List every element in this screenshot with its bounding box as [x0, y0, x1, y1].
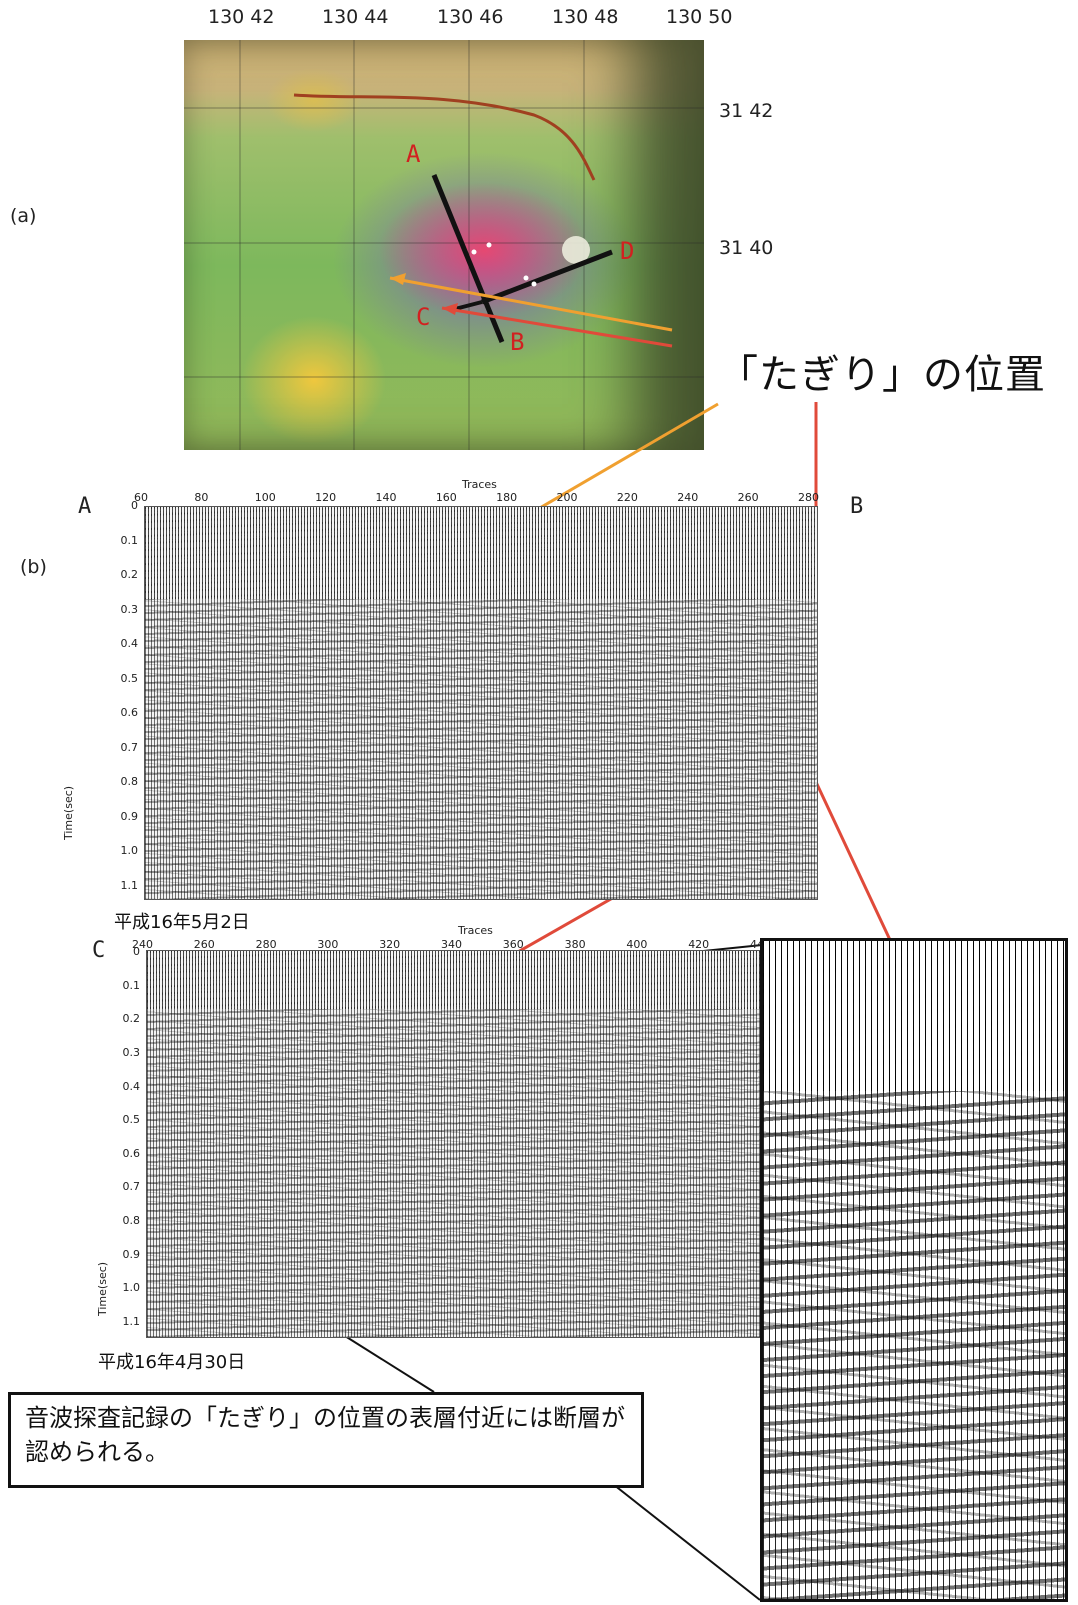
section2-y-tick-4: 0.4 — [122, 1079, 141, 1093]
section2-x-tick-1: 260 — [193, 938, 215, 951]
section1-end-letter: B — [850, 494, 864, 519]
point-label-d: D — [620, 237, 635, 265]
section2-x-tick-7: 380 — [564, 938, 586, 951]
section1-y-tick-3: 0.3 — [120, 602, 139, 616]
section1-x-tick-7: 200 — [556, 491, 578, 504]
section1-x-tick-0: 60 — [134, 491, 148, 504]
point-label-c: C — [416, 303, 431, 331]
red-arrow-line — [441, 306, 673, 348]
section2-y-tick-11: 1.1 — [122, 1315, 141, 1328]
section1-y-tick-9: 0.9 — [120, 809, 139, 823]
section1-y-tick-8: 0.8 — [120, 775, 139, 789]
section1-x-tick-4: 140 — [375, 491, 397, 504]
section2-x-title: Traces — [458, 924, 493, 937]
section1-y-tick-1: 0.1 — [120, 533, 139, 547]
section1-x-tick-6: 180 — [496, 491, 518, 504]
section1-x-title: Traces — [462, 478, 497, 491]
section2-y-tick-10: 1.0 — [122, 1281, 141, 1295]
map-overlay — [184, 40, 704, 450]
zoomed-inset — [760, 938, 1068, 1602]
section1-y-tick-5: 0.5 — [120, 671, 139, 685]
tagiri-location-label: 「たぎり」の位置 — [718, 352, 1046, 398]
section2-date: 平成16年4月30日 — [98, 1352, 246, 1373]
fault-note: 音波探査記録の「たぎり」の位置の表層付近には断層が認められる。 — [8, 1392, 644, 1488]
section1-y-tick-0: 0 — [131, 499, 138, 512]
section1-x-tick-2: 100 — [254, 491, 276, 504]
orange-arrow-head — [390, 273, 406, 285]
section1-y-tick-2: 0.2 — [120, 568, 139, 582]
section1-date: 平成16年5月2日 — [114, 912, 250, 933]
zoom-water-column — [763, 941, 1065, 1091]
section2-y-title: Time(sec) — [96, 1261, 109, 1316]
section2-water-column — [147, 951, 761, 1009]
section2-x-tick-3: 300 — [317, 938, 339, 951]
section2-y-tick-6: 0.6 — [122, 1146, 141, 1160]
lon-label-4: 130 48 — [552, 6, 619, 28]
lon-label-2: 130 44 — [322, 6, 389, 28]
section2-x-tick-8: 400 — [626, 938, 648, 951]
panel-label-a: (a) — [10, 205, 37, 227]
section2-y-tick-1: 0.1 — [122, 978, 141, 992]
section1-y-tick-10: 1.0 — [120, 844, 139, 858]
section2-x-tick-9: 420 — [688, 938, 710, 951]
section2-start-letter: C — [92, 938, 106, 963]
lon-label-5: 130 50 — [666, 6, 733, 28]
panel-label-b: (b) — [20, 556, 47, 578]
section2-y-tick-8: 0.8 — [122, 1214, 141, 1228]
section1-x-tick-3: 120 — [315, 491, 337, 504]
section1-x-tick-10: 260 — [737, 491, 759, 504]
section2-x-tick-5: 340 — [441, 938, 462, 951]
section1-x-tick-1: 80 — [194, 491, 209, 504]
section1-x-tick-5: 160 — [435, 491, 457, 504]
map-grid — [184, 40, 704, 450]
red-arrow-head — [442, 303, 458, 315]
profile-line-ab — [431, 174, 505, 343]
section2-y-tick-2: 0.2 — [122, 1012, 141, 1026]
fault-note-text: 音波探査記録の「たぎり」の位置の表層付近には断層が認められる。 — [25, 1404, 625, 1466]
section1-x-tick-9: 240 — [677, 491, 699, 504]
lon-label-1: 130 42 — [208, 6, 275, 28]
section1-y-tick-11: 1.1 — [120, 879, 139, 892]
section2-y-tick-0: 0 — [133, 945, 140, 958]
section1-y-tick-6: 0.6 — [120, 706, 139, 720]
section2-y-tick-9: 0.9 — [122, 1247, 141, 1261]
relief-map: A B C D — [184, 40, 704, 450]
islet — [562, 236, 590, 264]
section1-y-tick-7: 0.7 — [120, 740, 139, 754]
section1-x-tick-11: 280 — [798, 491, 819, 504]
tagiri-points — [471, 242, 537, 287]
lat-label-1: 31 42 — [719, 100, 774, 122]
seismic-section-cd — [146, 950, 762, 1338]
seismic-section-ab — [144, 506, 818, 900]
section2-x-tick-0: 240 — [132, 938, 153, 951]
section2-y-tick-7: 0.7 — [122, 1180, 141, 1194]
lon-label-3: 130 46 — [437, 6, 504, 28]
section1-y-title: Time(sec) — [62, 785, 75, 840]
profile-line-cd — [481, 249, 613, 305]
point-label-b: B — [510, 328, 525, 356]
section2-x-tick-6: 360 — [502, 938, 524, 951]
point-label-a: A — [406, 140, 421, 168]
lat-label-2: 31 40 — [719, 237, 774, 259]
section2-y-tick-3: 0.3 — [122, 1045, 141, 1059]
section1-start-letter: A — [78, 494, 92, 519]
crater-rim — [293, 93, 596, 181]
section1-x-tick-8: 220 — [616, 491, 638, 504]
section2-x-tick-4: 320 — [379, 938, 401, 951]
section2-x-tick-2: 280 — [255, 938, 277, 951]
orange-arrow-line — [389, 276, 673, 332]
section1-y-tick-4: 0.4 — [120, 637, 139, 651]
section1-water-column — [145, 507, 817, 599]
section2-y-tick-5: 0.5 — [122, 1113, 141, 1127]
